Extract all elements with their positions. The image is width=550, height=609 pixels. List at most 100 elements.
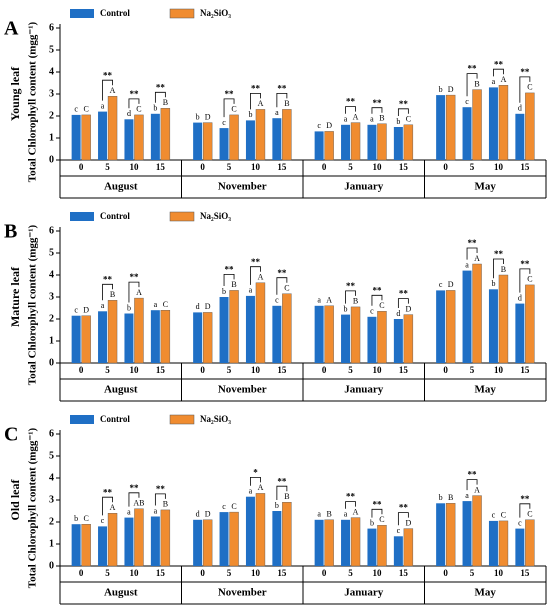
sig-bracket: [371, 508, 383, 518]
panel-label: B: [4, 221, 17, 243]
letter-label: b: [370, 518, 374, 527]
letter-label: D: [326, 121, 332, 130]
x-tick-label: 0: [79, 162, 84, 172]
bar: [272, 118, 282, 160]
letter-label: C: [501, 511, 506, 520]
sig-bracket: [397, 298, 409, 308]
x-tick-label: 15: [399, 568, 409, 578]
x-tick-label: 10: [372, 365, 382, 375]
letter-label: A: [474, 254, 480, 263]
sig-label: **: [103, 487, 113, 497]
x-tick-label: 15: [399, 365, 409, 375]
sig-bracket: [519, 503, 531, 518]
x-tick-label: 0: [322, 568, 327, 578]
sig-bracket: [397, 512, 409, 526]
bar: [202, 519, 213, 567]
letter-label: A: [353, 112, 359, 121]
sig-bracket: [493, 68, 504, 77]
bar: [202, 122, 213, 161]
letter-label: a: [317, 510, 321, 519]
bar: [525, 92, 535, 161]
letter-label: a: [344, 510, 348, 519]
letter-label: B: [163, 500, 168, 509]
bar: [150, 310, 160, 363]
y-tick-label: 0: [49, 560, 54, 571]
bar: [341, 519, 351, 566]
bar: [445, 503, 456, 567]
bar: [98, 311, 108, 363]
sig-bracket: [345, 501, 356, 509]
letter-label: B: [231, 280, 236, 289]
bar: [134, 297, 144, 364]
x-tick-label: 0: [443, 365, 448, 375]
bar: [272, 305, 282, 363]
group-label: August: [104, 181, 138, 193]
sig-bracket: [345, 106, 356, 114]
sig-bracket: [519, 76, 531, 103]
sig-label: **: [372, 98, 382, 108]
sig-bracket: [102, 496, 113, 516]
letter-label: C: [284, 284, 289, 293]
bar: [314, 519, 324, 566]
bar: [314, 131, 324, 160]
x-tick-label: 0: [322, 162, 327, 172]
sig-bracket: [371, 294, 383, 306]
y-tick-label: 3: [49, 88, 54, 99]
sig-label: **: [494, 249, 504, 259]
letter-label: a: [249, 487, 253, 496]
letter-label: C: [527, 510, 532, 519]
bar: [245, 120, 255, 160]
x-tick-label: 0: [200, 365, 205, 375]
bar: [515, 303, 525, 363]
letter-label: D: [205, 302, 211, 311]
letter-label: c: [397, 526, 401, 535]
letter-label: a: [127, 507, 131, 516]
bar: [488, 289, 498, 363]
sig-label: **: [129, 483, 139, 493]
bar: [324, 305, 334, 364]
letter-label: b: [153, 104, 157, 113]
x-tick-label: 15: [399, 162, 409, 172]
legend-swatch: [70, 212, 94, 221]
y-tick-label: 2: [49, 516, 54, 527]
letter-label: B: [326, 510, 331, 519]
bar: [393, 127, 403, 160]
sig-label: **: [251, 83, 261, 93]
sig-bracket: [345, 290, 356, 304]
letter-label: D: [205, 510, 211, 519]
letter-label: a: [101, 301, 105, 310]
bar: [150, 113, 160, 160]
bar: [245, 295, 255, 363]
bar: [282, 109, 292, 161]
letter-label: b: [196, 112, 200, 121]
x-tick-label: 15: [277, 568, 287, 578]
bar: [124, 517, 134, 566]
legend-label: Na₂SiO₃: [200, 414, 231, 424]
group-label: November: [218, 587, 267, 599]
letter-label: D: [405, 304, 411, 313]
sig-bracket: [128, 98, 140, 109]
letter-label: a: [275, 108, 279, 117]
letter-label: c: [222, 118, 226, 127]
x-tick-label: 5: [105, 365, 110, 375]
bar: [81, 114, 91, 161]
bar: [282, 502, 292, 567]
group-label: November: [218, 384, 267, 396]
panel-label: C: [4, 424, 18, 446]
y-tick-label: 4: [49, 269, 54, 280]
bar: [462, 270, 472, 363]
bar: [219, 297, 229, 363]
sig-bracket: [519, 268, 531, 293]
letter-label: c: [101, 516, 105, 525]
letter-label: AB: [133, 499, 144, 508]
y-tick-label: 1: [49, 335, 54, 346]
y-tick-label: 4: [49, 66, 54, 77]
bar: [134, 508, 144, 567]
sig-label: **: [520, 494, 530, 504]
letter-label: a: [465, 260, 469, 269]
letter-label: D: [205, 112, 211, 121]
sig-label: **: [129, 89, 139, 99]
bar: [71, 315, 81, 363]
sig-label: **: [346, 281, 356, 291]
x-tick-label: 5: [105, 568, 110, 578]
